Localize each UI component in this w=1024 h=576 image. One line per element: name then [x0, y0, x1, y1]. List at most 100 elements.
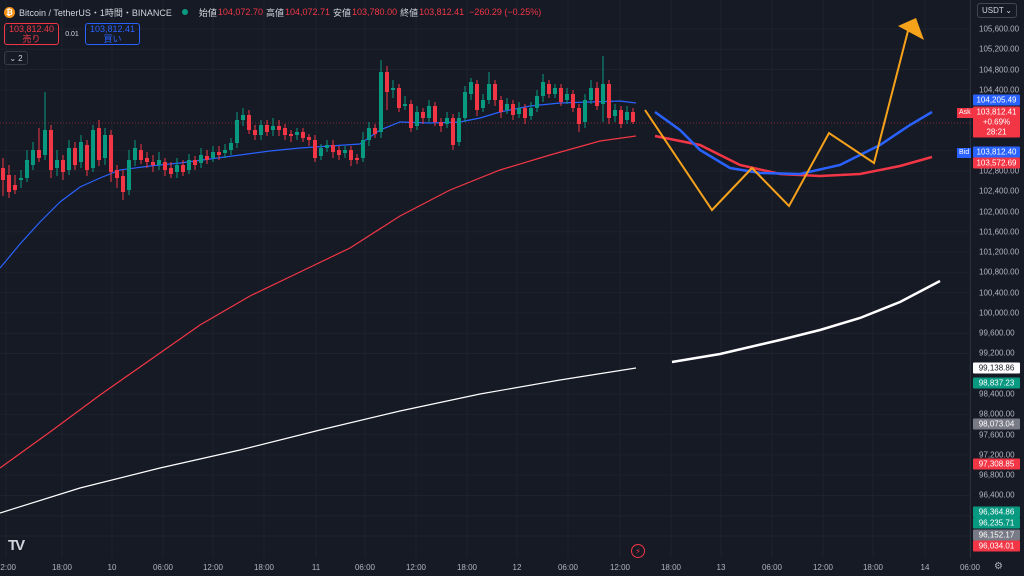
price-tick: 102,400.00 [979, 186, 1020, 196]
close-value: 103,812.41 [419, 7, 465, 17]
time-tick: 06:00 [354, 563, 376, 572]
lightning-icon[interactable]: ⚡ [631, 544, 645, 558]
candle-body [631, 112, 635, 122]
blue-moving-average-forecast [654, 110, 933, 176]
projection-arrowhead [898, 18, 924, 40]
time-tick: 12:00 [609, 563, 631, 572]
candle-body [205, 156, 209, 160]
candle-body [55, 160, 59, 168]
candle-body [403, 104, 407, 106]
price-tick: 100,000.00 [979, 308, 1020, 318]
gray-level-label-2: 96,152.17 [973, 529, 1020, 541]
candle-body [91, 130, 95, 168]
candle-body [109, 135, 113, 172]
candle-body [421, 112, 425, 118]
candle-body [457, 118, 461, 142]
open-label: 始値 [198, 7, 217, 18]
candle-body [265, 125, 269, 132]
green-level-label-3: 96,235.71 [973, 517, 1020, 529]
bitcoin-icon: ₿ [4, 6, 15, 18]
high-value: 104,072.71 [284, 7, 331, 17]
candle-body [175, 165, 179, 172]
currency-selector[interactable]: USDT ⌄ [977, 3, 1017, 18]
candle-body [433, 106, 437, 122]
candle-body [139, 150, 143, 160]
time-tick: 12:00 [0, 563, 17, 572]
indicators-toggle-button[interactable]: ⌄ 2 [4, 51, 28, 65]
candle-body [127, 160, 131, 190]
candle-body [193, 160, 197, 165]
candle-body [247, 115, 251, 130]
candle-body [277, 126, 281, 130]
candle-body [13, 185, 17, 190]
symbol-title[interactable]: Bitcoin / TetherUS・1時間・BINANCE [19, 7, 172, 18]
red-level-label-2: 96,034.01 [973, 540, 1020, 552]
white-ma-price-label: 99,138.86 [973, 362, 1020, 374]
change-value: −260.29 (−0.25%) [469, 7, 542, 17]
price-tick: 96,800.00 [979, 470, 1015, 480]
candle-body [529, 108, 533, 116]
chevron-down-icon: ⌄ [1005, 6, 1012, 15]
candle-body [133, 148, 137, 160]
gray-level-label: 98,073.04 [973, 418, 1020, 430]
candle-body [541, 82, 545, 96]
candle-body [43, 130, 47, 155]
candle-body [625, 112, 629, 120]
red-moving-average [0, 135, 637, 469]
candle-body [391, 88, 395, 90]
candle-body [427, 106, 431, 118]
candle-body [595, 88, 599, 106]
bid-tag: Bid [957, 148, 972, 158]
green-level-label: 98,837.23 [973, 377, 1020, 389]
price-tick: 97,200.00 [979, 450, 1015, 460]
candle-body [505, 104, 509, 110]
candle-body [151, 162, 155, 165]
time-tick: 12 [512, 563, 522, 572]
candle-body [49, 130, 53, 170]
high-label: 高値 [265, 7, 284, 18]
candle-body [613, 110, 617, 116]
candle-body [337, 150, 341, 155]
price-tick: 98,400.00 [979, 389, 1015, 399]
sell-price: 103,812.40 [8, 24, 55, 34]
buy-button[interactable]: 103,812.41 買い [85, 23, 140, 45]
price-tick: 98,000.00 [979, 409, 1015, 419]
candle-body [283, 128, 287, 135]
low-label: 安値 [333, 7, 352, 18]
price-tick: 100,800.00 [979, 267, 1020, 277]
candle-body [259, 125, 263, 135]
candle-body [241, 115, 245, 120]
gear-icon[interactable]: ⚙ [994, 561, 1003, 572]
candle-body [217, 152, 221, 155]
candle-body [61, 160, 65, 172]
red-ma-price-label: 103,572.69 [973, 157, 1020, 169]
candle-body [361, 140, 365, 158]
bid-price-label: 103,812.40 [973, 146, 1020, 158]
candle-body [571, 94, 575, 108]
candle-body [307, 137, 311, 140]
candle-body [373, 128, 377, 134]
blue-moving-average [0, 100, 637, 269]
time-tick: 12:00 [405, 563, 427, 572]
chevron-down-icon: ⌄ [9, 53, 17, 63]
time-tick: 18:00 [51, 563, 73, 572]
candle-body [157, 160, 161, 165]
price-tick: 99,600.00 [979, 328, 1015, 338]
buy-price: 103,812.41 [89, 24, 136, 34]
candle-body [271, 126, 275, 130]
open-value: 104,072.70 [217, 7, 263, 17]
candle-body [349, 150, 353, 160]
candle-body [469, 82, 473, 94]
candle-body [1, 168, 5, 180]
candle-body [589, 88, 593, 100]
time-tick: 06:00 [761, 563, 783, 572]
candle-body [463, 92, 467, 118]
price-tick: 99,200.00 [979, 348, 1015, 358]
candle-body [97, 128, 101, 160]
time-tick: 06:00 [557, 563, 579, 572]
white-moving-average-forecast [671, 279, 941, 364]
candle-body [37, 150, 41, 158]
sell-button[interactable]: 103,812.40 売り [4, 23, 59, 45]
price-scale[interactable] [970, 0, 1024, 558]
